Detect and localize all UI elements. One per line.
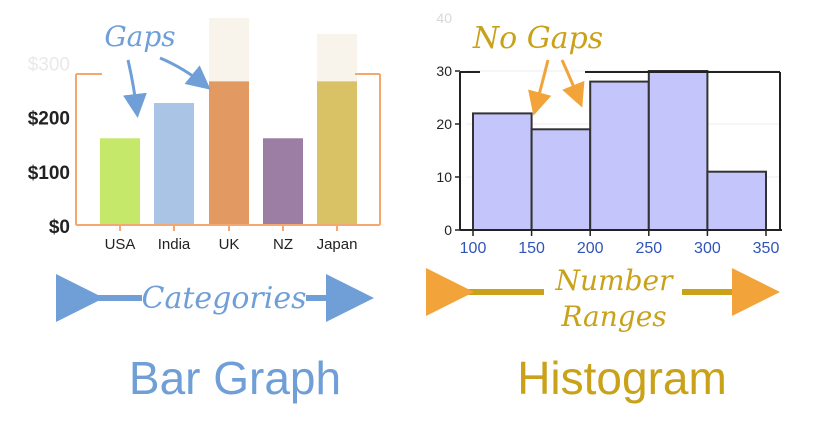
bar-x-tick-label: India — [158, 236, 191, 253]
bar-ghost — [317, 34, 357, 82]
gaps-arrow-right — [159, 56, 211, 90]
histogram-title: Histogram — [517, 352, 727, 404]
bar — [154, 103, 194, 225]
histogram-x-tick-label: 100 — [460, 240, 487, 257]
bar-y-tick-label: $100 — [28, 163, 70, 184]
no-gaps-arrow-right — [560, 59, 585, 108]
bar — [263, 138, 303, 225]
bar-ghost — [209, 18, 249, 82]
bar — [209, 81, 249, 225]
histogram-y-tick-label: 20 — [436, 116, 452, 132]
gaps-annotation: Gaps — [104, 20, 175, 53]
histogram-bar — [647, 70, 709, 231]
histogram-y-tick-label: 10 — [436, 169, 452, 185]
histogram-x-tick-label: 300 — [694, 240, 721, 257]
histogram-axis — [455, 70, 782, 236]
bar-y-tick-label: $0 — [49, 217, 70, 238]
bar-x-tick-label: USA — [105, 236, 136, 253]
bar-x-tick-label: UK — [219, 236, 240, 253]
bar-axis — [75, 73, 381, 231]
bar-x-tick-labels: USA India UK NZ Japan — [105, 236, 358, 253]
categories-caption: Categories — [142, 281, 307, 316]
bar — [100, 138, 140, 225]
bar-bars — [100, 81, 357, 225]
histogram-bar — [530, 128, 592, 231]
bar-graph: $0 $100 $200 $300 USA India UK NZ Japan Gaps Ca… — [28, 18, 381, 404]
bar-graph-title: Bar Graph — [129, 352, 341, 404]
histogram-y-tick-labels: 0 10 20 30 40 — [436, 10, 452, 238]
bar-y-tick-label: $300 — [28, 54, 70, 75]
histogram-x-tick-label: 350 — [753, 240, 780, 257]
number-ranges-caption-line1: Number — [555, 264, 675, 297]
histogram-y-tick-label: 0 — [444, 222, 452, 238]
number-ranges-caption-line2: Ranges — [560, 300, 666, 333]
histogram-x-tick-label: 250 — [635, 240, 662, 257]
histogram-y-tick-label: 30 — [436, 63, 452, 79]
bar-x-tick-label: Japan — [317, 236, 358, 253]
bar-y-tick-label: $200 — [28, 109, 70, 130]
histogram-x-tick-labels: 100 150 200 250 300 350 — [460, 240, 780, 257]
histogram: 0 10 20 30 40 100 150 200 250 300 350 No Gaps Num… — [426, 10, 782, 404]
bar-x-tick-label: NZ — [273, 236, 293, 253]
no-gaps-arrow-left — [528, 59, 552, 116]
bar-y-tick-labels: $0 $100 $200 $300 — [28, 54, 70, 238]
histogram-x-tick-label: 150 — [518, 240, 545, 257]
histogram-bars — [472, 70, 768, 231]
gaps-arrow-left — [123, 59, 147, 118]
histogram-bar — [589, 80, 650, 231]
bar-ghost-tops — [209, 18, 357, 82]
no-gaps-annotation: No Gaps — [472, 21, 603, 56]
bar — [317, 81, 357, 225]
histogram-bar — [706, 170, 768, 231]
histogram-y-tick-label: 40 — [436, 10, 452, 26]
histogram-bar — [472, 112, 533, 231]
histogram-x-tick-label: 200 — [577, 240, 604, 257]
